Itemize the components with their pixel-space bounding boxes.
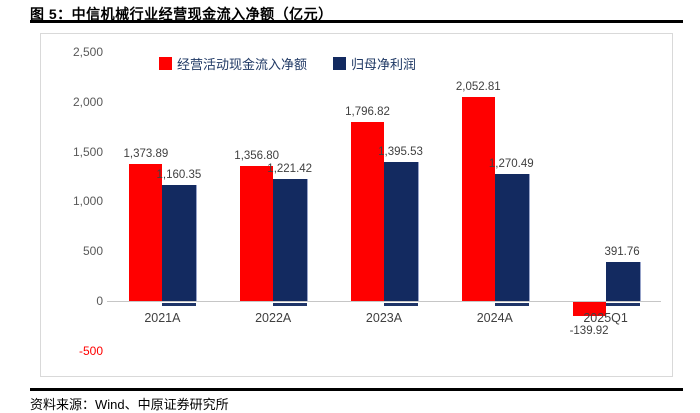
- x-axis-category-label: 2025Q1: [583, 311, 628, 325]
- bar-operating-cash: [351, 122, 384, 301]
- bar-operating-cash: [572, 302, 606, 316]
- bar-operating-cash: [461, 96, 495, 301]
- title-divider-rule: [30, 20, 683, 23]
- footer-divider-rule: [30, 388, 683, 391]
- bar-net-profit-base-shadow: [384, 302, 418, 306]
- source-wind: Wind: [95, 397, 125, 412]
- y-axis-tick-label: 0: [96, 294, 103, 308]
- figure-title: 图 5：中信机械行业经营现金流入净额（亿元）: [30, 6, 333, 22]
- y-axis-tick-label: 2,500: [72, 45, 103, 59]
- data-label-operating-cash: 1,796.82: [345, 106, 390, 119]
- legend-swatch-icon: [159, 57, 172, 70]
- chart-area: 经营活动现金流入净额 归母净利润 2,500 2,000 1,500 1,000 500 0…: [40, 33, 673, 377]
- bar-operating-cash: [129, 164, 163, 301]
- data-label-net-profit: 391.76: [604, 245, 640, 258]
- data-label-operating-cash: 2,052.81: [455, 80, 501, 93]
- x-axis-category-label: 2021A: [144, 311, 181, 325]
- data-label-net-profit: 1,270.49: [488, 158, 534, 171]
- x-axis-category-label: 2023A: [365, 311, 403, 325]
- data-label-operating-cash: -139.92: [569, 324, 609, 337]
- x-axis-category-label: 2022A: [255, 311, 292, 325]
- legend-label: 归母净利润: [351, 57, 417, 72]
- bar-net-profit-base-shadow: [273, 302, 308, 306]
- bar-net-profit: [494, 174, 530, 301]
- y-axis-tick-label: 500: [82, 244, 103, 259]
- x-axis-category-label: 2024A: [476, 311, 513, 325]
- data-label-net-profit: 1,160.35: [156, 169, 202, 182]
- x-axis-line: [107, 301, 661, 302]
- bar-net-profit-base-shadow: [162, 302, 197, 306]
- chart-legend: 经营活动现金流入净额 归母净利润: [159, 54, 416, 73]
- data-label-operating-cash: 1,373.89: [123, 148, 169, 161]
- data-label-net-profit: 1,221.42: [267, 163, 313, 176]
- bar-operating-cash: [240, 165, 274, 301]
- y-axis-tick-label: 2,000: [72, 94, 103, 109]
- y-axis-tick-label: 1,500: [72, 144, 103, 159]
- y-axis-tick-label: 1,000: [72, 194, 103, 209]
- source-note: 资料来源：Wind、中原证券研究所: [30, 394, 229, 413]
- data-label-operating-cash: 1,356.80: [234, 149, 280, 162]
- bar-net-profit: [273, 179, 309, 301]
- bar-net-profit-base-shadow: [494, 302, 529, 306]
- bar-net-profit: [162, 185, 198, 301]
- bar-net-profit: [384, 162, 419, 301]
- source-rest: 、中原证券研究所: [124, 398, 229, 413]
- legend-label: 经营活动现金流入净额: [177, 57, 308, 72]
- data-label-net-profit: 1,395.53: [378, 146, 423, 158]
- legend-swatch-icon: [333, 57, 347, 70]
- y-axis-tick-label: -500: [78, 343, 103, 358]
- bar-net-profit-base-shadow: [605, 302, 640, 306]
- legend-item: 归母净利润: [333, 54, 416, 73]
- source-label: 资料来源：: [30, 398, 96, 413]
- bar-net-profit: [605, 261, 641, 301]
- legend-item: 经营活动现金流入净额: [159, 54, 307, 73]
